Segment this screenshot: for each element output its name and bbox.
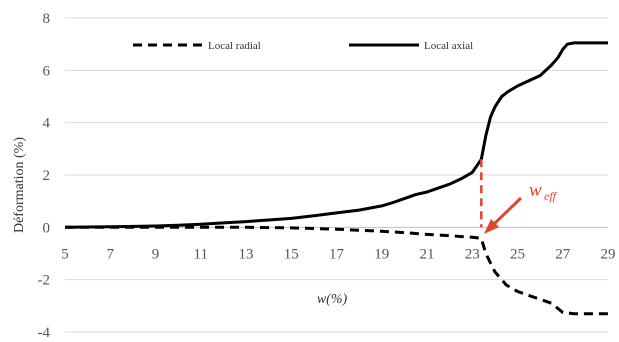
x-tick-label: 19 [374, 246, 389, 262]
legend-label: Local axial [424, 40, 473, 52]
y-tick-label: 8 [43, 11, 51, 27]
weff-arrow-head [484, 219, 499, 234]
series-line-local-axial [64, 41, 608, 229]
y-tick-label: 4 [43, 116, 51, 132]
x-tick-label: 15 [284, 246, 299, 262]
x-tick-label: 27 [555, 246, 571, 262]
grid-lines [65, 17, 608, 333]
series-line-local-radial [65, 225, 608, 316]
y-tick-label: 2 [43, 168, 51, 184]
legend: Local radial Local axial [133, 40, 473, 52]
weff-annotation: w eff [480, 159, 558, 234]
legend-label: Local radial [208, 40, 261, 52]
weff-subscript: eff [544, 189, 558, 203]
y-tick-label: -2 [38, 273, 51, 289]
weff-label: w [529, 180, 542, 201]
x-tick-label: 7 [107, 246, 115, 262]
x-tick-label: 25 [510, 246, 525, 262]
x-tick-label: 9 [152, 246, 160, 262]
x-tick-label: 13 [239, 246, 254, 262]
x-tick-label: 11 [194, 246, 208, 262]
y-tick-label: 0 [43, 220, 51, 236]
x-tick-label: 17 [329, 246, 345, 262]
y-tick-label: 6 [43, 63, 51, 79]
weff-arrow-shaft [492, 196, 523, 226]
tick-labels: -4 -2 0 2 4 6 8 5 7 9 11 13 15 17 19 21 23 25 27 29 [38, 11, 616, 341]
x-tick-label: 5 [61, 246, 69, 262]
x-tick-label: 29 [601, 246, 616, 262]
y-axis-title: Déformation (%) [12, 137, 27, 233]
x-tick-label: 23 [465, 246, 480, 262]
series-lines [64, 41, 608, 316]
x-axis-title: w(%) [317, 292, 348, 307]
y-tick-label: -4 [38, 325, 51, 341]
x-tick-label: 21 [420, 246, 435, 262]
